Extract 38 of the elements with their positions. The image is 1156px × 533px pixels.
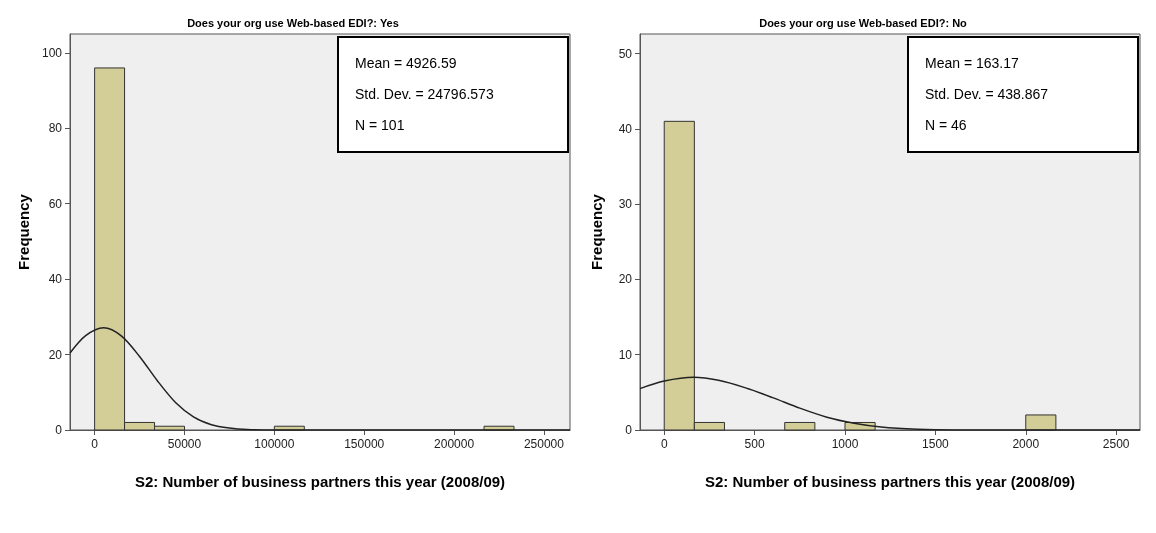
x-tick-label: 0 bbox=[91, 437, 99, 451]
y-tick-label: 0 bbox=[55, 423, 63, 437]
y-tick-label: 100 bbox=[41, 45, 63, 60]
y-axis-title: Frequency bbox=[15, 193, 33, 270]
x-axis-title: S2: Number of business partners this year (2008/09) bbox=[704, 473, 1076, 490]
x-axis-title: S2: Number of business partners this year (2008/09) bbox=[134, 473, 506, 490]
y-tick-label: 20 bbox=[618, 272, 633, 287]
y-tick-label: 10 bbox=[618, 347, 633, 362]
y-tick-label: 40 bbox=[618, 121, 633, 136]
annotation: Mean = 163.17 bbox=[925, 54, 1020, 73]
annotation: N = 101 bbox=[355, 116, 406, 135]
y-tick-label: 60 bbox=[48, 196, 63, 211]
x-tick-label: 500 bbox=[744, 437, 765, 451]
x-tick-label: 1500 bbox=[922, 437, 950, 451]
annotation: Mean = 4926.59 bbox=[355, 54, 458, 73]
x-tick-label: 200000 bbox=[434, 437, 475, 451]
statistics-box: Mean = 4926.59 Std. Dev. = 24796.573 N = 101 bbox=[337, 36, 569, 153]
x-tick-label: 2500 bbox=[1102, 437, 1130, 451]
y-tick-label: 0 bbox=[625, 423, 633, 437]
chart-title: Does your org use Web-based EDI?: Yes bbox=[187, 16, 399, 29]
x-tick-label: 100000 bbox=[254, 437, 295, 451]
chart-title: Does your org use Web-based EDI?: No bbox=[759, 16, 968, 29]
x-tick-label: 50000 bbox=[167, 437, 202, 451]
y-tick-label: 50 bbox=[618, 46, 633, 61]
y-axis-title: Frequency bbox=[588, 193, 605, 270]
annotation: Std. Dev. = 438.867 bbox=[925, 85, 1050, 104]
x-tick-label: 2000 bbox=[1012, 437, 1040, 451]
y-tick-label: 40 bbox=[48, 272, 63, 287]
y-tick-label: 20 bbox=[48, 347, 63, 362]
statistics-box: Mean = 163.17 Std. Dev. = 438.867 N = 46 bbox=[907, 36, 1139, 153]
annotation: N = 46 bbox=[925, 116, 968, 135]
x-tick-label: 150000 bbox=[344, 437, 385, 451]
y-tick-label: 30 bbox=[618, 197, 633, 212]
y-tick-label: 80 bbox=[48, 121, 63, 136]
x-tick-label: 250000 bbox=[523, 437, 565, 451]
x-tick-label: 1000 bbox=[831, 437, 859, 451]
annotation: Std. Dev. = 24796.573 bbox=[355, 85, 495, 104]
x-tick-label: 0 bbox=[660, 437, 668, 451]
